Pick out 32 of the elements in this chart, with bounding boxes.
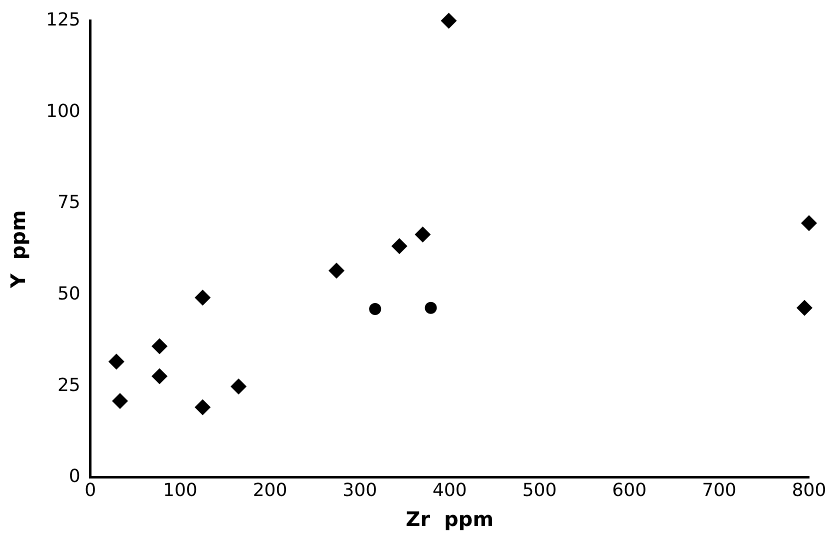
x-tick-label: 400 — [432, 480, 467, 501]
y-tick-label: 125 — [46, 9, 80, 30]
x-tick-label: 300 — [342, 480, 378, 501]
x-tick-label: 0 — [84, 480, 96, 501]
point — [194, 399, 211, 416]
x-axis-title: Zr ppm — [406, 507, 494, 532]
point — [440, 12, 457, 29]
x-tick-label: 600 — [612, 480, 647, 501]
point — [152, 338, 168, 354]
point — [328, 262, 344, 279]
x-tick-label: 500 — [522, 480, 557, 501]
y-tick-label: 75 — [57, 192, 80, 214]
point — [414, 226, 431, 242]
point — [801, 215, 817, 232]
point — [112, 393, 128, 410]
y-tick-label: 25 — [57, 374, 80, 396]
y-tick-label: 0 — [68, 466, 80, 488]
x-tick-label: 200 — [252, 480, 288, 501]
x-tick-label: 700 — [702, 480, 736, 501]
point — [369, 303, 382, 316]
point — [391, 238, 408, 254]
point — [194, 290, 211, 306]
point — [424, 302, 437, 314]
point — [152, 368, 168, 384]
x-tick-label: 800 — [792, 480, 826, 501]
y-tick-label: 50 — [57, 283, 80, 304]
point — [108, 354, 124, 370]
x-tick-label: 100 — [163, 480, 198, 501]
y-tick-label: 100 — [46, 100, 80, 122]
y-axis-title: Y ppm — [6, 210, 30, 290]
point — [796, 300, 813, 316]
point — [230, 378, 247, 394]
